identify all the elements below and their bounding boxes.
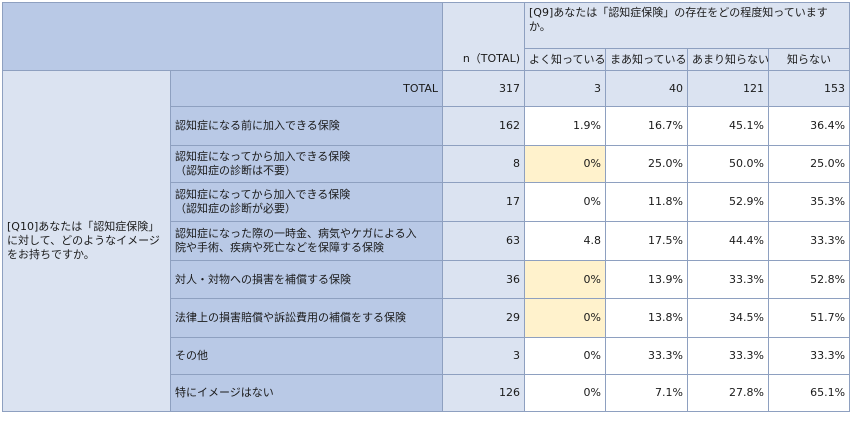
crosstab-table: n（TOTAL) [Q9]あなたは「認知症保険」の存在をどの程度知っていますか。…	[2, 2, 851, 412]
total-value-0: 3	[524, 70, 606, 107]
row-value: 44.4%	[687, 221, 769, 261]
row-value: 13.8%	[605, 298, 688, 338]
q9-question: [Q9]あなたは「認知症保険」の存在をどの程度知っていますか。	[523, 2, 851, 49]
row-n: 29	[442, 298, 525, 338]
q10-question: [Q10]あなたは「認知症保険」に対して、どのようなイメージをお持ちですか。	[2, 70, 171, 412]
total-label: TOTAL	[170, 70, 443, 107]
row-value: 33.3%	[687, 337, 769, 375]
row-label: その他	[170, 337, 443, 375]
row-value: 11.8%	[605, 182, 688, 222]
row-label: 認知症になってから加入できる保険 （認知症の診断が必要）	[170, 182, 443, 222]
header-row-1: n（TOTAL) [Q9]あなたは「認知症保険」の存在をどの程度知っていますか。	[2, 2, 851, 71]
row-value: 34.5%	[687, 298, 769, 338]
row-value: 45.1%	[687, 106, 769, 146]
row-label: 特にイメージはない	[170, 374, 443, 412]
table-row: 特にイメージはない 126 0% 7.1% 27.8% 65.1%	[3, 374, 851, 412]
row-n: 126	[442, 374, 525, 412]
row-value: 52.9%	[687, 182, 769, 222]
total-row: [Q10]あなたは「認知症保険」に対して、どのようなイメージをお持ちですか。 T…	[2, 70, 851, 412]
total-value-2: 121	[687, 70, 769, 107]
table-row: 対人・対物への損害を補償する保険 36 0% 13.9% 33.3% 52.8%	[3, 260, 851, 299]
row-n: 3	[442, 337, 525, 375]
row-value: 35.3%	[767, 182, 851, 222]
row-n: 162	[442, 106, 525, 146]
n-total-header: n（TOTAL)	[442, 2, 525, 71]
row-value: 52.8%	[767, 260, 851, 299]
row-value: 33.3%	[687, 260, 769, 299]
header-corner	[2, 2, 443, 71]
row-value: 27.8%	[687, 374, 769, 412]
col-header-3: 知らない	[767, 48, 851, 71]
row-value: 50.0%	[687, 145, 769, 183]
row-value: 13.9%	[605, 260, 688, 299]
row-n: 36	[442, 260, 525, 299]
row-value: 0%	[524, 182, 606, 222]
row-value: 51.7%	[767, 298, 851, 338]
row-value: 0%	[524, 337, 606, 375]
row-label: 認知症になってから加入できる保険 （認知症の診断は不要）	[170, 145, 443, 183]
row-value: 0%	[524, 145, 606, 183]
row-value: 33.3%	[767, 337, 851, 375]
total-value-1: 40	[605, 70, 688, 107]
row-value: 1.9%	[524, 106, 606, 146]
row-value: 33.3%	[767, 221, 851, 261]
total-value-3: 153	[767, 70, 851, 107]
row-n: 8	[442, 145, 525, 183]
table-row: 認知症になる前に加入できる保険 162 1.9% 16.7% 45.1% 36.…	[3, 106, 851, 146]
row-label: 法律上の損害賠償や訴訟費用の補償をする保険	[170, 298, 443, 338]
row-value: 0%	[524, 260, 606, 299]
col-header-1: まあ知っている	[605, 48, 688, 71]
table-row: その他 3 0% 33.3% 33.3% 33.3%	[3, 337, 851, 375]
row-value: 0%	[524, 298, 606, 338]
row-value: 16.7%	[605, 106, 688, 146]
row-n: 63	[442, 221, 525, 261]
table-row: 法律上の損害賠償や訴訟費用の補償をする保険 29 0% 13.8% 34.5% …	[3, 298, 851, 338]
row-value: 17.5%	[605, 221, 688, 261]
row-value: 33.3%	[605, 337, 688, 375]
table-row: 認知症になった際の一時金、病気やケガによる入 院や手術、疾病や死亡などを保障する保…	[3, 221, 851, 261]
row-label: 対人・対物への損害を補償する保険	[170, 260, 443, 299]
row-label: 認知症になった際の一時金、病気やケガによる入 院や手術、疾病や死亡などを保障する保…	[170, 221, 443, 261]
row-value: 4.8	[524, 221, 606, 261]
col-header-0: よく知っている	[524, 48, 606, 71]
row-value: 7.1%	[605, 374, 688, 412]
row-value: 36.4%	[767, 106, 851, 146]
row-value: 25.0%	[605, 145, 688, 183]
col-header-2: あまり知らない	[687, 48, 769, 71]
row-value: 65.1%	[767, 374, 851, 412]
row-value: 25.0%	[767, 145, 851, 183]
header-row-2: よく知っている まあ知っている あまり知らない 知らない	[3, 48, 851, 71]
row-n: 17	[442, 182, 525, 222]
table-row: 認知症になってから加入できる保険 （認知症の診断が必要） 17 0% 11.8% …	[3, 182, 851, 222]
row-value: 0%	[524, 374, 606, 412]
row-label: 認知症になる前に加入できる保険	[170, 106, 443, 146]
total-n: 317	[442, 70, 525, 107]
